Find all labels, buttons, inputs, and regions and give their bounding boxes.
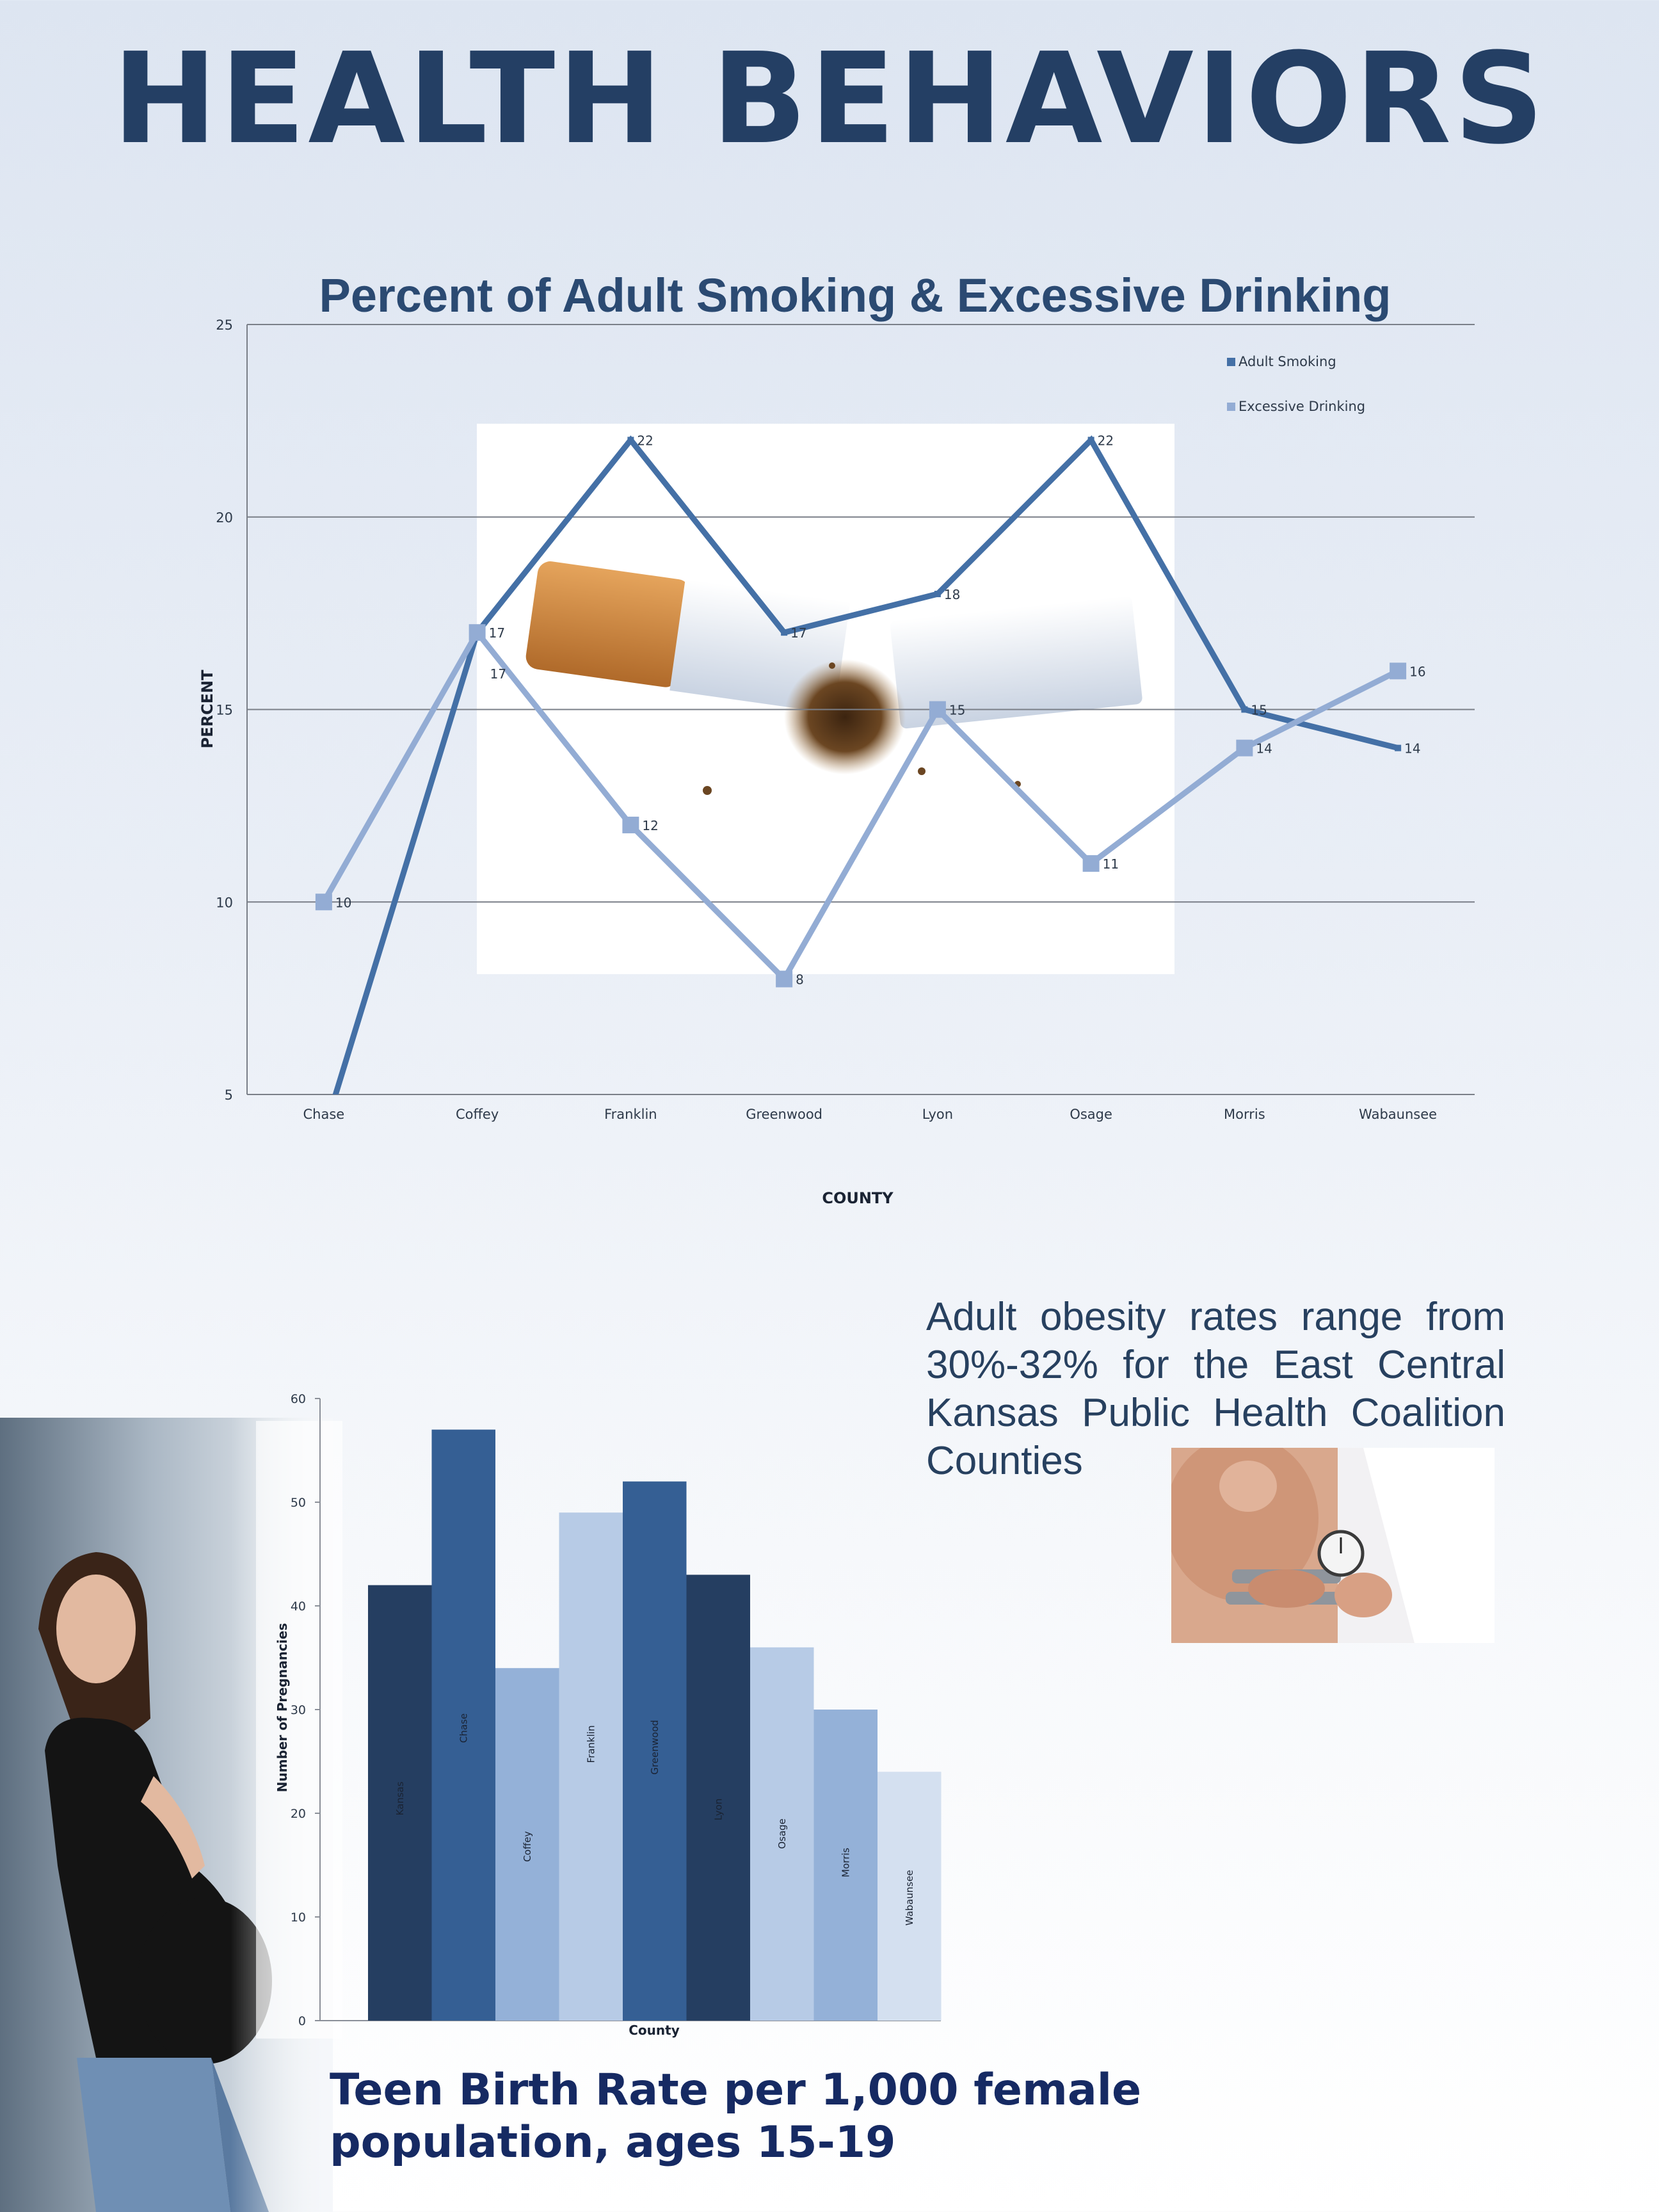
data-point-drinking	[315, 894, 332, 911]
data-point-drinking	[1390, 662, 1407, 680]
y-tick-label: 50	[291, 1496, 306, 1510]
series-line-smoking	[332, 435, 1399, 1094]
x-tick-label: Morris	[1224, 1107, 1265, 1122]
data-point-smoking	[1241, 706, 1248, 713]
bar-category-label: Greenwood	[649, 1720, 661, 1775]
y-tick-label: 30	[291, 1703, 306, 1717]
x-tick-label: Greenwood	[746, 1107, 822, 1122]
data-point-smoking	[627, 437, 634, 444]
data-label-smoking: 17	[790, 625, 806, 641]
teen-birth-caption: Teen Birth Rate per 1,000 female populat…	[330, 2064, 1162, 2169]
pregnant-woman-photo	[0, 1418, 333, 2212]
cigarette-photo	[477, 424, 1174, 974]
x-tick-label: Lyon	[922, 1107, 953, 1122]
y-tick-label: 0	[298, 2014, 306, 2028]
data-point-drinking	[776, 970, 793, 988]
page-title: HEALTH BEHAVIORS	[112, 26, 1547, 172]
y-tick-label: 5	[225, 1087, 233, 1103]
bar	[431, 1429, 495, 2021]
y-tick-label: 15	[216, 703, 233, 718]
bar	[559, 1512, 623, 2021]
bar	[623, 1481, 687, 2021]
skinfold-caliper-photo	[1171, 1448, 1495, 1643]
data-label-drinking: 11	[1103, 856, 1119, 872]
data-label-smoking: 22	[1098, 433, 1114, 448]
bar-category-label: Kansas	[394, 1781, 406, 1815]
line-chart-legend: Adult Smoking Excessive Drinking	[1227, 354, 1365, 414]
y-tick-label: 25	[216, 317, 233, 333]
bar-category-label: Morris	[840, 1848, 851, 1877]
legend-label-smoking: Adult Smoking	[1238, 354, 1336, 369]
line-chart-title: Percent of Adult Smoking & Excessive Dri…	[319, 269, 1391, 322]
y-tick-label: 10	[216, 895, 233, 910]
data-label-smoking: 15	[1251, 703, 1267, 718]
teen-birth-caption-line2: population, ages 15-19	[330, 2117, 896, 2168]
bar-chart-marks: Kansas Chase Coffey Franklin Greenwood Lyon Os…	[368, 1429, 942, 2021]
x-tick-label: Wabaunsee	[1359, 1107, 1437, 1122]
data-point-smoking	[1087, 437, 1094, 444]
y-tick-label: 10	[291, 1911, 306, 1925]
line-chart-x-label: COUNTY	[822, 1189, 894, 1207]
bar	[368, 1585, 432, 2021]
bar-category-label: Wabaunsee	[904, 1870, 915, 1925]
bar-chart: 0 10 20 30 40 50 60 Kansas Chase Coffey Franklin G…	[256, 1392, 942, 2039]
bar-category-label: Franklin	[585, 1726, 597, 1763]
bar	[750, 1647, 814, 2021]
y-tick-label: 60	[291, 1392, 306, 1406]
y-tick-label: 40	[291, 1599, 306, 1614]
bar	[878, 1772, 942, 2021]
line-chart-axes: 5 10 15 20 25 Chase Coffey Franklin Greenwood Lyo…	[216, 317, 1475, 1122]
teen-birth-caption-line1: Teen Birth Rate per 1,000 female	[330, 2065, 1142, 2115]
bar	[495, 1668, 559, 2021]
data-label-smoking: 14	[1404, 741, 1420, 757]
line-chart-marks: 17 22 17 18 22 15 14 10 17 12 8 15 11 14 16	[315, 433, 1426, 1094]
obesity-text: Adult obesity rates range from 30%-32% f…	[926, 1295, 1505, 1483]
bar	[813, 1710, 878, 2021]
data-point-drinking	[469, 624, 486, 641]
x-tick-label: Coffey	[456, 1107, 499, 1122]
data-label-drinking: 17	[489, 625, 505, 641]
data-point-drinking	[929, 701, 946, 718]
legend-swatch-drinking	[1227, 403, 1235, 411]
data-label-drinking: 12	[642, 818, 658, 833]
x-tick-label: Osage	[1070, 1107, 1112, 1122]
bar-category-label: Chase	[458, 1713, 469, 1743]
legend-label-drinking: Excessive Drinking	[1238, 399, 1365, 414]
data-point-drinking	[622, 816, 639, 833]
bar-chart-x-label: County	[629, 2023, 680, 2038]
data-point-smoking	[781, 629, 788, 636]
data-point-drinking	[1236, 739, 1253, 757]
data-label-drinking: 15	[949, 703, 965, 718]
bar-chart-y-label: Number of Pregnancies	[275, 1623, 290, 1792]
data-label-smoking: 22	[637, 433, 653, 448]
data-label-drinking: 16	[1409, 664, 1425, 679]
y-tick-label: 20	[291, 1807, 306, 1821]
bar-category-label: Coffey	[522, 1831, 533, 1862]
data-point-smoking	[1395, 744, 1402, 751]
series-line-drinking	[321, 627, 1400, 984]
line-chart: 5 10 15 20 25 Chase Coffey Franklin Greenwood Lyo…	[198, 317, 1475, 1207]
data-label-smoking: 17	[490, 666, 506, 682]
data-label-smoking: 18	[944, 587, 960, 602]
line-chart-y-label: PERCENT	[198, 669, 216, 749]
y-tick-label: 20	[216, 510, 233, 525]
bar-category-label: Osage	[776, 1818, 788, 1849]
data-label-drinking: 10	[335, 895, 351, 910]
data-point-drinking	[1082, 855, 1100, 872]
legend-swatch-smoking	[1227, 358, 1235, 366]
data-label-drinking: 8	[796, 972, 804, 988]
bar	[686, 1575, 750, 2021]
x-tick-label: Franklin	[604, 1107, 657, 1122]
data-label-drinking: 14	[1256, 741, 1272, 757]
bar-category-label: Lyon	[712, 1799, 724, 1821]
x-tick-label: Chase	[303, 1107, 345, 1122]
data-point-smoking	[934, 591, 941, 598]
